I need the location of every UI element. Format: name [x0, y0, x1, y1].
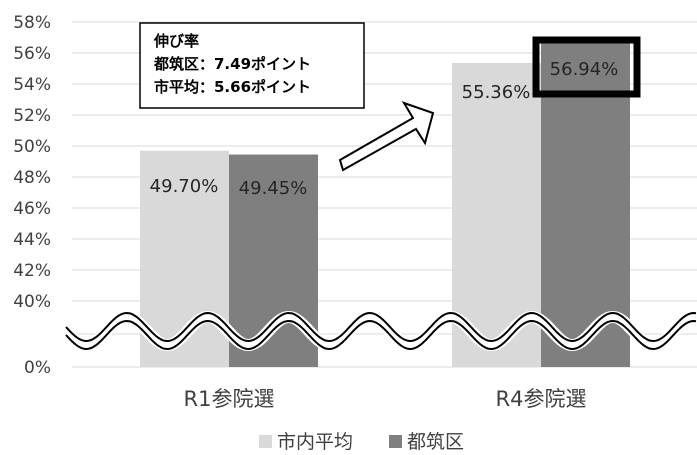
category-label: R4参院選: [496, 387, 587, 411]
y-tick-label: 40%: [13, 292, 51, 312]
y-tick-label: 56%: [13, 44, 51, 64]
highlight-box: [532, 36, 641, 98]
data-label: 49.70%: [150, 176, 219, 197]
y-tick-label: 44%: [13, 230, 51, 250]
legend-label: 都筑区: [407, 431, 464, 453]
y-tick-label: 50%: [13, 137, 51, 157]
x-axis-categories: R1参院選 R4参院選: [184, 387, 587, 411]
legend-swatch: [389, 435, 402, 448]
axis-break: [61, 310, 697, 352]
legend-swatch: [259, 435, 272, 448]
arrow-icon: [338, 101, 435, 172]
axis-break-line: [65, 319, 697, 351]
data-label: 55.36%: [462, 82, 531, 103]
y-tick-label: 58%: [13, 13, 51, 33]
y-tick-label: 48%: [13, 168, 51, 188]
legend: 市内平均 都筑区: [259, 431, 464, 453]
legend-label: 市内平均: [277, 431, 353, 453]
y-tick-label: 0%: [24, 358, 51, 378]
y-tick-label: 46%: [13, 199, 51, 219]
axis-break-line: [65, 311, 697, 343]
y-tick-label: 52%: [13, 106, 51, 126]
data-labels: 49.70% 49.45% 55.36% 56.94%: [150, 36, 641, 199]
data-label: 49.45%: [239, 178, 308, 199]
annotation-line: 伸び率: [153, 32, 199, 50]
category-label: R1参院選: [184, 387, 275, 411]
annotation-line: 都筑区：7.49ポイント: [153, 55, 311, 73]
data-label: 56.94%: [550, 59, 619, 80]
axis-break-band: [61, 310, 697, 352]
y-tick-label: 54%: [13, 75, 51, 95]
y-axis-ticks: 0% 40% 42% 44% 46% 48% 50% 52% 54% 56% 58%: [13, 13, 51, 378]
annotation-box: [139, 22, 365, 109]
y-tick-label: 42%: [13, 261, 51, 281]
annotation-line: 市平均：5.66ポイント: [154, 78, 311, 96]
